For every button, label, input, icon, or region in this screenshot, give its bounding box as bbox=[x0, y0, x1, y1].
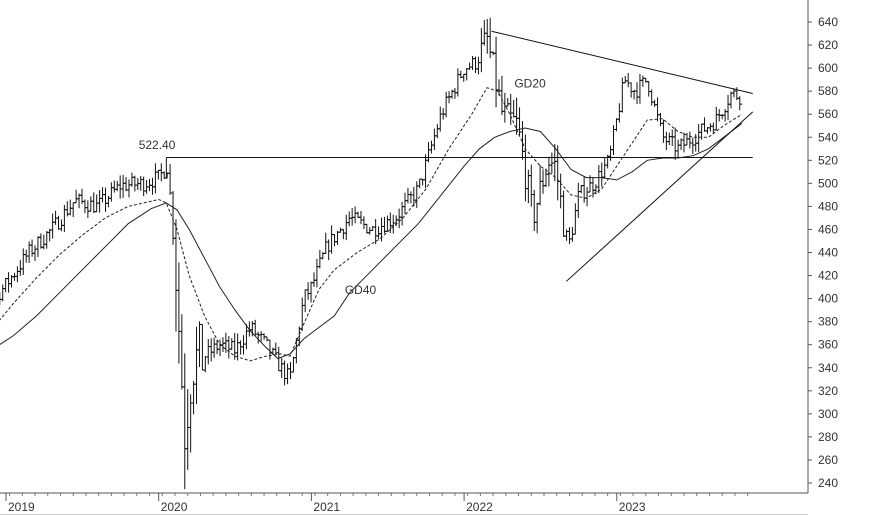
ascending-trendline-line bbox=[566, 111, 754, 282]
y-tick-label: 480 bbox=[818, 199, 838, 213]
annotations: 522.40 GD20 GD40 bbox=[139, 77, 546, 297]
axes: 240 260 280 300 320 340 360 380 400 420 440 460 480 5… bbox=[0, 0, 838, 515]
y-tick-label: 580 bbox=[818, 84, 838, 98]
y-tick-label: 340 bbox=[818, 361, 838, 375]
annotation-label: GD40 bbox=[345, 283, 377, 297]
y-tick-label: 600 bbox=[818, 61, 838, 75]
x-tick-label: 2021 bbox=[313, 500, 340, 514]
y-tick-label: 460 bbox=[818, 222, 838, 236]
annotation-label: 522.40 bbox=[139, 138, 176, 152]
y-tick-label: 240 bbox=[818, 476, 838, 490]
x-tick-label: 2023 bbox=[619, 500, 646, 514]
y-tick-label: 280 bbox=[818, 430, 838, 444]
y-tick-label: 620 bbox=[818, 38, 838, 52]
y-tick-label: 360 bbox=[818, 338, 838, 352]
y-tick-label: 500 bbox=[818, 176, 838, 190]
y-tick-label: 260 bbox=[818, 453, 838, 467]
y-tick-label: 300 bbox=[818, 407, 838, 421]
x-tick-label: 2022 bbox=[466, 500, 493, 514]
x-tick-label: 2019 bbox=[8, 500, 35, 514]
overlay-lines bbox=[0, 30, 754, 362]
y-tick-label: 400 bbox=[818, 292, 838, 306]
y-tick-label: 380 bbox=[818, 315, 838, 329]
annotation-label: GD20 bbox=[514, 77, 546, 91]
gd40-line bbox=[0, 123, 743, 360]
gd20-line bbox=[0, 87, 743, 362]
y-tick-label: 520 bbox=[818, 153, 838, 167]
y-tick-label: 320 bbox=[818, 384, 838, 398]
y-tick-label: 540 bbox=[818, 130, 838, 144]
y-tick-label: 420 bbox=[818, 269, 838, 283]
y-tick-label: 640 bbox=[818, 15, 838, 29]
x-tick-label: 2020 bbox=[161, 500, 188, 514]
y-tick-label: 440 bbox=[818, 246, 838, 260]
y-tick-label: 560 bbox=[818, 107, 838, 121]
price-bars bbox=[0, 17, 743, 490]
descending-trendline-line bbox=[491, 30, 753, 94]
